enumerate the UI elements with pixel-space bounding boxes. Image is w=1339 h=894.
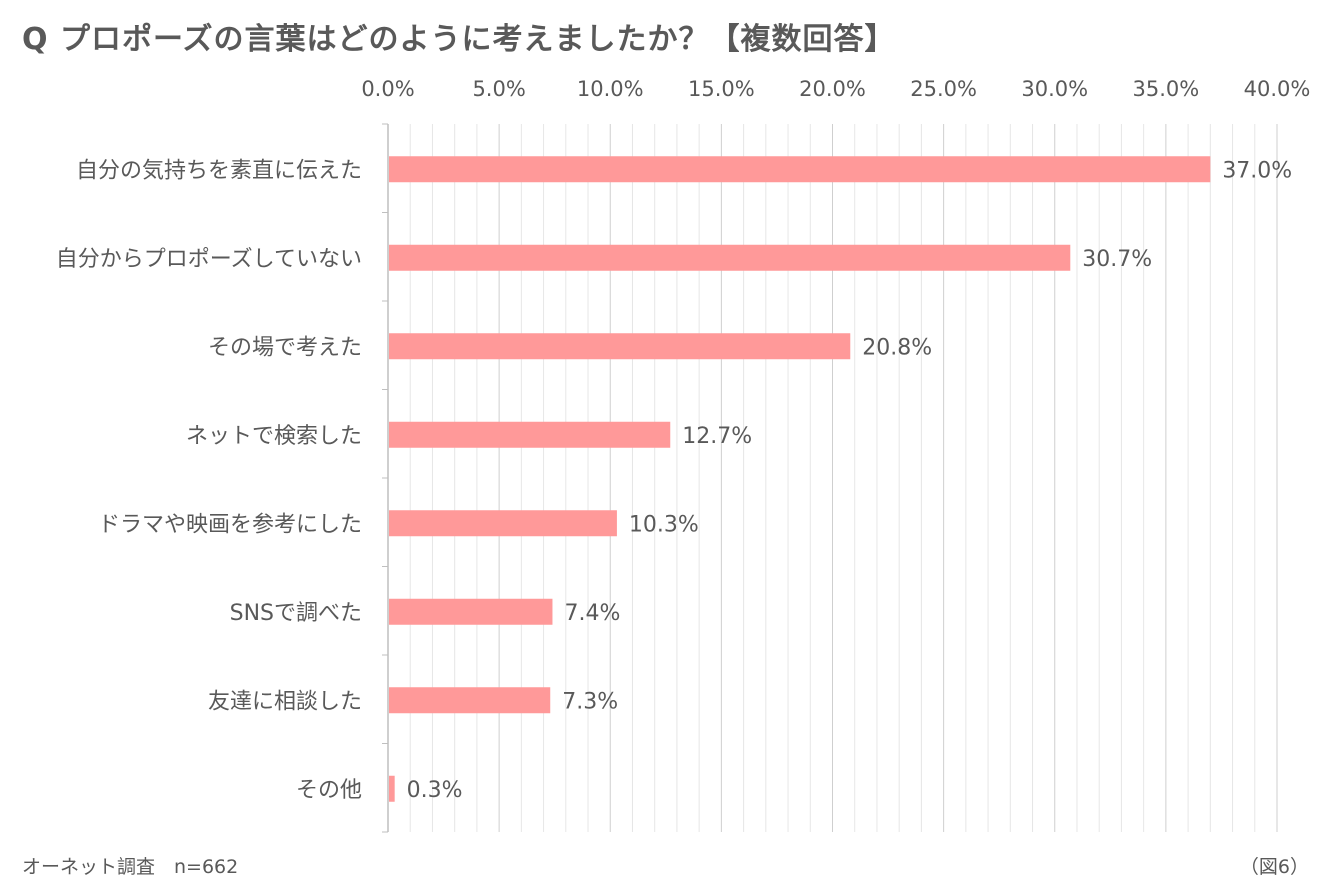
value-labels: 37.0% 30.7% 20.8% 12.7% 10.3% 7.4% 7.3% 0.3% bbox=[407, 158, 1293, 803]
source-note: オーネット調査 n=662 bbox=[22, 856, 239, 878]
value-label: 10.3% bbox=[629, 512, 699, 537]
bar bbox=[389, 687, 551, 714]
value-label: 12.7% bbox=[682, 424, 752, 449]
category-label: 自分からプロポーズしていない bbox=[56, 247, 362, 272]
bar bbox=[389, 421, 671, 448]
category-label: ドラマや映画を参考にした bbox=[98, 512, 362, 537]
category-label: その場で考えた bbox=[208, 335, 362, 360]
x-tick-label: 5.0% bbox=[472, 77, 525, 101]
value-label: 0.3% bbox=[407, 778, 463, 803]
x-tick-label: 10.0% bbox=[577, 77, 644, 101]
grid-lines bbox=[382, 123, 1278, 833]
category-label: 自分の気持ちを素直に伝えた bbox=[76, 158, 362, 183]
value-label: 7.4% bbox=[564, 601, 620, 626]
bars bbox=[389, 156, 1211, 802]
category-label: 友達に相談した bbox=[208, 689, 362, 714]
bar bbox=[389, 598, 553, 625]
x-tick-label: 20.0% bbox=[799, 77, 866, 101]
bar bbox=[389, 333, 851, 360]
figure-label: （図6） bbox=[1239, 856, 1309, 878]
x-tick-label: 35.0% bbox=[1133, 77, 1200, 101]
x-tick-label: 0.0% bbox=[361, 77, 414, 101]
bar bbox=[389, 510, 617, 537]
chart-title: Q プロポーズの言葉はどのように考えましたか？【複数回答】 bbox=[22, 22, 896, 57]
bar bbox=[389, 244, 1071, 271]
x-tick-label: 15.0% bbox=[688, 77, 755, 101]
category-label: その他 bbox=[296, 778, 362, 803]
x-tick-label: 40.0% bbox=[1244, 77, 1311, 101]
category-labels: 自分の気持ちを素直に伝えた自分からプロポーズしていないその場で考えたネットで検索… bbox=[56, 158, 362, 803]
category-label: SNSで調べた bbox=[230, 601, 362, 626]
x-axis-ticks: 0.0% 5.0% 10.0% 15.0% 20.0% 25.0% 30.0% 35.0% 40… bbox=[361, 77, 1310, 101]
value-label: 37.0% bbox=[1222, 158, 1292, 183]
value-label: 30.7% bbox=[1082, 247, 1152, 272]
x-tick-label: 30.0% bbox=[1021, 77, 1088, 101]
bar bbox=[389, 775, 395, 802]
value-label: 7.3% bbox=[562, 689, 618, 714]
x-tick-label: 25.0% bbox=[910, 77, 977, 101]
value-label: 20.8% bbox=[862, 335, 932, 360]
category-label: ネットで検索した bbox=[186, 424, 362, 449]
bar bbox=[389, 156, 1211, 183]
